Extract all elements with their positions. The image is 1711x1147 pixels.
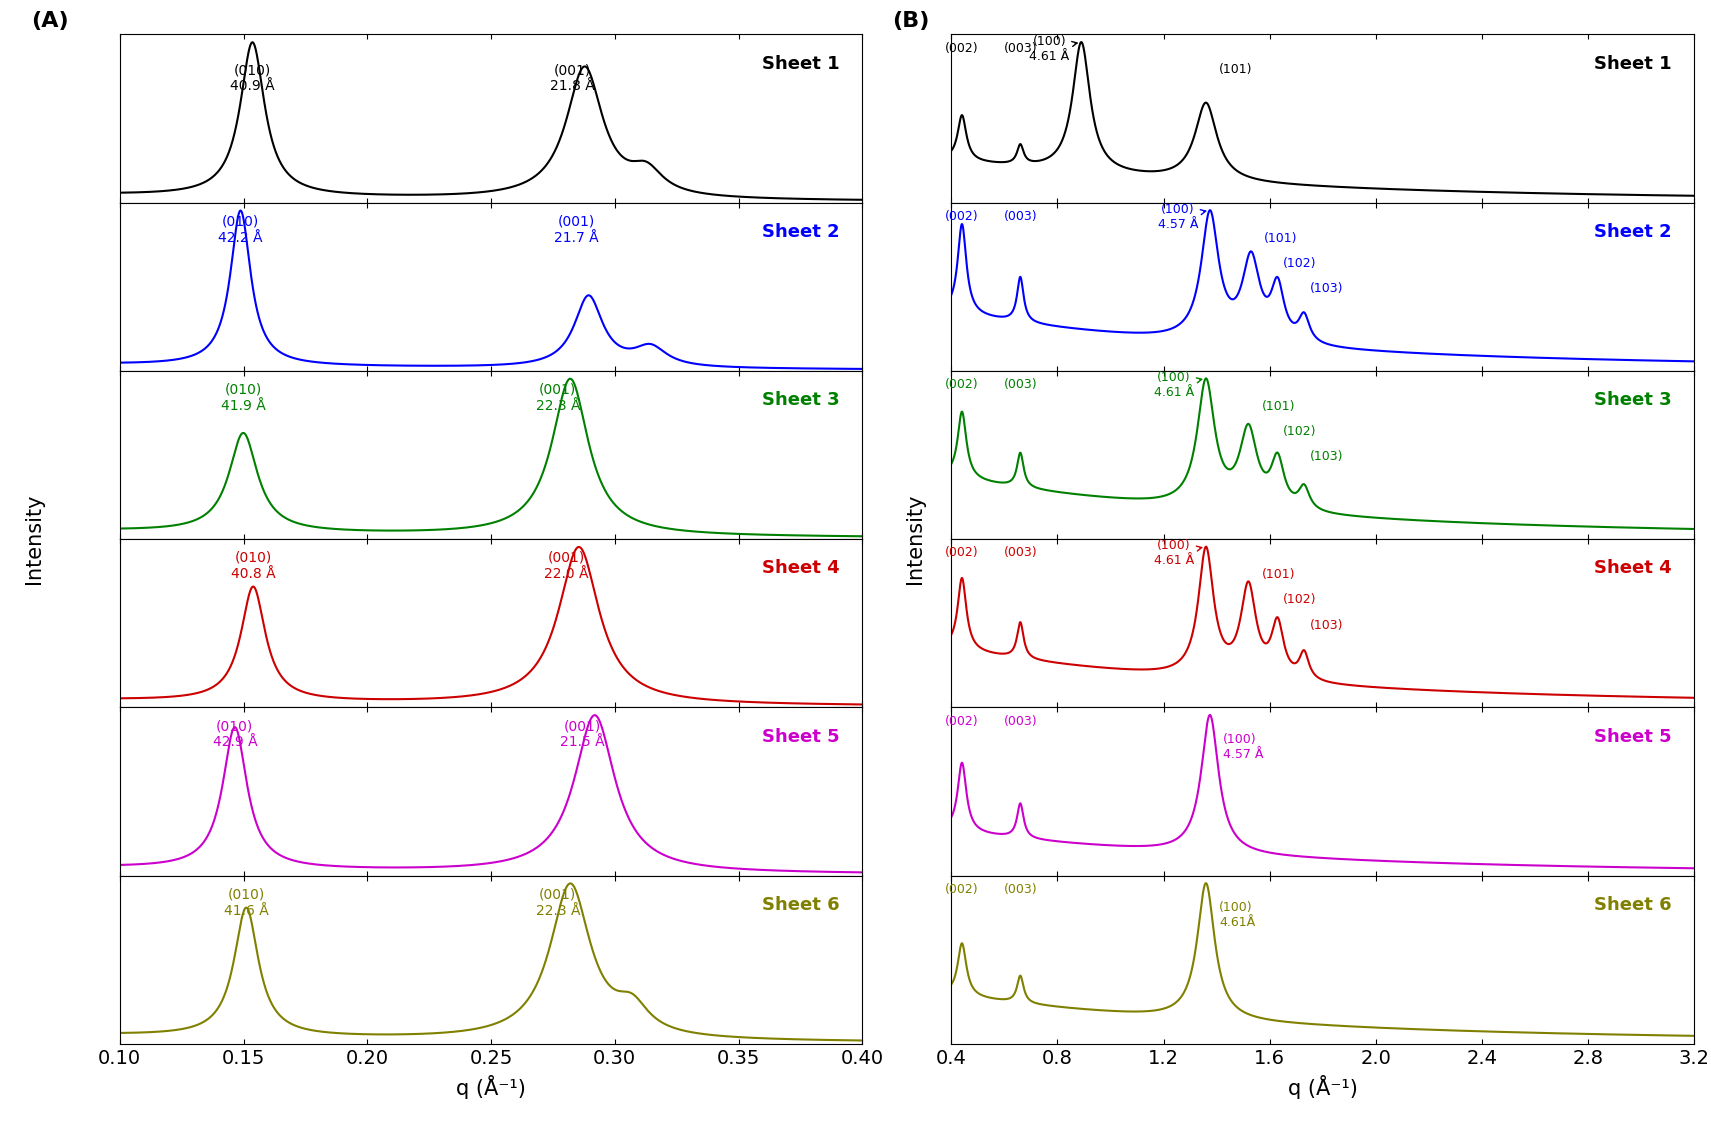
X-axis label: q (Å⁻¹): q (Å⁻¹) bbox=[1288, 1075, 1357, 1099]
Text: Sheet 1: Sheet 1 bbox=[1595, 55, 1672, 72]
Text: (102): (102) bbox=[1283, 257, 1316, 270]
Text: (100)
4.61 Å: (100) 4.61 Å bbox=[1030, 34, 1078, 63]
Text: (002): (002) bbox=[944, 210, 979, 223]
Text: (002): (002) bbox=[944, 715, 979, 727]
Text: (102): (102) bbox=[1283, 593, 1316, 607]
Text: Intensity: Intensity bbox=[24, 494, 44, 584]
Text: (001)
22.3 Å: (001) 22.3 Å bbox=[536, 383, 580, 413]
Text: (001)
21.5 Å: (001) 21.5 Å bbox=[559, 719, 604, 749]
Text: (010)
40.9 Å: (010) 40.9 Å bbox=[229, 63, 275, 93]
Text: (B): (B) bbox=[891, 11, 929, 31]
Text: (001)
22.3 Å: (001) 22.3 Å bbox=[536, 888, 580, 918]
Text: (010)
41.9 Å: (010) 41.9 Å bbox=[221, 383, 265, 413]
Text: (003): (003) bbox=[1004, 715, 1037, 727]
Text: (002): (002) bbox=[944, 883, 979, 896]
Text: (100)
4.61 Å: (100) 4.61 Å bbox=[1153, 539, 1201, 568]
Text: (102): (102) bbox=[1283, 426, 1316, 438]
Text: (100)
4.61 Å: (100) 4.61 Å bbox=[1153, 372, 1201, 399]
Text: (101): (101) bbox=[1261, 400, 1295, 413]
Text: (002): (002) bbox=[944, 41, 979, 55]
Text: Sheet 5: Sheet 5 bbox=[763, 727, 840, 746]
Text: (103): (103) bbox=[1309, 451, 1343, 463]
Text: Sheet 2: Sheet 2 bbox=[1595, 223, 1672, 241]
Text: Sheet 3: Sheet 3 bbox=[763, 391, 840, 409]
Text: (100)
4.57 Å: (100) 4.57 Å bbox=[1158, 203, 1206, 231]
Text: Sheet 1: Sheet 1 bbox=[763, 55, 840, 72]
Text: Sheet 3: Sheet 3 bbox=[1595, 391, 1672, 409]
Text: (003): (003) bbox=[1004, 41, 1037, 55]
Text: (002): (002) bbox=[944, 379, 979, 391]
Text: (003): (003) bbox=[1004, 379, 1037, 391]
Text: Sheet 2: Sheet 2 bbox=[763, 223, 840, 241]
Text: (010)
42.9 Å: (010) 42.9 Å bbox=[212, 719, 257, 749]
Text: (002): (002) bbox=[944, 546, 979, 560]
Text: (010)
42.2 Å: (010) 42.2 Å bbox=[219, 214, 263, 244]
Text: (101): (101) bbox=[1220, 63, 1252, 77]
Text: (010)
41.6 Å: (010) 41.6 Å bbox=[224, 888, 269, 918]
Text: Intensity: Intensity bbox=[905, 494, 926, 584]
Text: (103): (103) bbox=[1309, 282, 1343, 295]
Text: Sheet 6: Sheet 6 bbox=[763, 896, 840, 914]
Text: (003): (003) bbox=[1004, 210, 1037, 223]
Text: (001)
21.8 Å: (001) 21.8 Å bbox=[549, 63, 595, 93]
Text: Sheet 4: Sheet 4 bbox=[763, 560, 840, 577]
Text: Sheet 4: Sheet 4 bbox=[1595, 560, 1672, 577]
Text: (103): (103) bbox=[1309, 618, 1343, 632]
X-axis label: q (Å⁻¹): q (Å⁻¹) bbox=[457, 1075, 525, 1099]
Text: (003): (003) bbox=[1004, 546, 1037, 560]
Text: (100)
4.61Å: (100) 4.61Å bbox=[1220, 900, 1256, 929]
Text: (A): (A) bbox=[31, 11, 68, 31]
Text: (001)
21.7 Å: (001) 21.7 Å bbox=[554, 214, 599, 244]
Text: Sheet 5: Sheet 5 bbox=[1595, 727, 1672, 746]
Text: (101): (101) bbox=[1264, 232, 1299, 244]
Text: (001)
22.0 Å: (001) 22.0 Å bbox=[544, 551, 589, 582]
Text: (101): (101) bbox=[1261, 568, 1295, 582]
Text: (100)
4.57 Å: (100) 4.57 Å bbox=[1223, 733, 1264, 760]
Text: Sheet 6: Sheet 6 bbox=[1595, 896, 1672, 914]
Text: (003): (003) bbox=[1004, 883, 1037, 896]
Text: (010)
40.8 Å: (010) 40.8 Å bbox=[231, 551, 275, 582]
